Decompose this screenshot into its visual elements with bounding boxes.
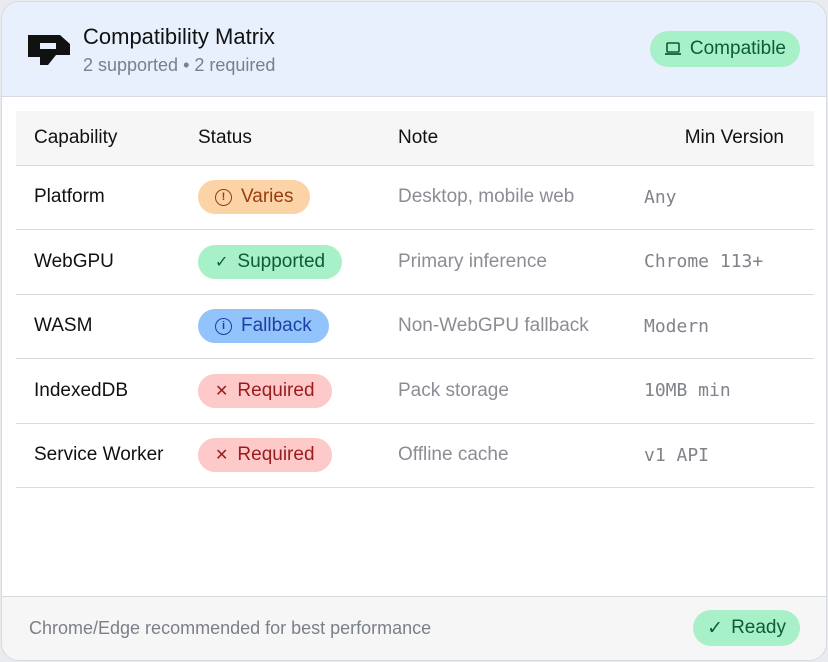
card-footer: Chrome/Edge recommended for best perform… [2, 596, 826, 660]
capability-cell: WebGPU [16, 229, 198, 295]
footer-text: Chrome/Edge recommended for best perform… [29, 618, 432, 638]
status-badge: i Fallback [198, 309, 329, 344]
ready-label: Ready [731, 617, 786, 638]
status-badge: ! Varies [198, 180, 311, 215]
status-cell: ! Varies [198, 165, 398, 230]
table-row: WASM i Fallback Non-WebGPU fallback Moder… [16, 294, 814, 359]
table-row: Service Worker ✕ Required Offline cache v… [16, 423, 814, 488]
card-title: Compatibility Matrix [83, 24, 275, 49]
col-min-version: Min Version [644, 111, 814, 166]
table-row: Platform ! Varies Desktop, mobile web Any [16, 165, 814, 230]
status-badge: ✓ Supported [198, 244, 343, 279]
laptop-icon [664, 42, 681, 55]
capability-cell: WASM [16, 294, 198, 359]
min-version-cell: 10MB min [644, 358, 814, 424]
capability-cell: IndexedDB [16, 358, 198, 424]
status-label: Fallback [241, 315, 312, 337]
col-status: Status [198, 111, 398, 166]
note-cell: Non-WebGPU fallback [398, 294, 644, 359]
check-icon: ✓ [707, 617, 724, 639]
col-capability: Capability [16, 111, 198, 166]
ready-badge: ✓ Ready [693, 610, 800, 646]
status-badge: ✕ Required [198, 373, 332, 408]
compatibility-table: Capability Status Note Min Version Platf… [16, 111, 814, 488]
status-label: Required [237, 379, 315, 401]
status-label: Supported [237, 250, 326, 272]
min-version-cell: Any [644, 165, 814, 230]
x-icon: ✕ [215, 382, 229, 400]
status-label: Varies [241, 186, 294, 208]
note-cell: Primary inference [398, 229, 644, 295]
min-version-cell: Chrome 113+ [644, 229, 814, 295]
table-row: WebGPU ✓ Supported Primary inference Chro… [16, 229, 814, 295]
min-version-cell: v1 API [644, 423, 814, 488]
logo-icon [28, 35, 70, 65]
status-label: Required [237, 444, 315, 466]
col-note: Note [398, 111, 644, 166]
info-icon: i [215, 317, 232, 335]
min-version-cell: Modern [644, 294, 814, 359]
compatible-badge: Compatible [649, 31, 800, 67]
note-cell: Pack storage [398, 358, 644, 424]
note-cell: Offline cache [398, 423, 644, 488]
status-cell: i Fallback [198, 294, 398, 359]
status-cell: ✕ Required [198, 358, 398, 424]
status-cell: ✕ Required [198, 423, 398, 488]
status-cell: ✓ Supported [198, 229, 398, 295]
check-icon: ✓ [215, 253, 229, 271]
status-badge: ✕ Required [198, 438, 332, 473]
compatible-label: Compatible [689, 38, 786, 59]
table-row: IndexedDB ✕ Required Pack storage 10MB mi… [16, 358, 814, 424]
note-cell: Desktop, mobile web [398, 165, 644, 230]
card-subtitle: 2 supported • 2 required [83, 55, 276, 75]
x-icon: ✕ [215, 447, 229, 465]
card-header: Compatibility Matrix 2 supported • 2 req… [2, 2, 826, 97]
alert-icon: ! [215, 188, 232, 206]
capability-cell: Service Worker [16, 423, 198, 488]
capability-cell: Platform [16, 165, 198, 230]
